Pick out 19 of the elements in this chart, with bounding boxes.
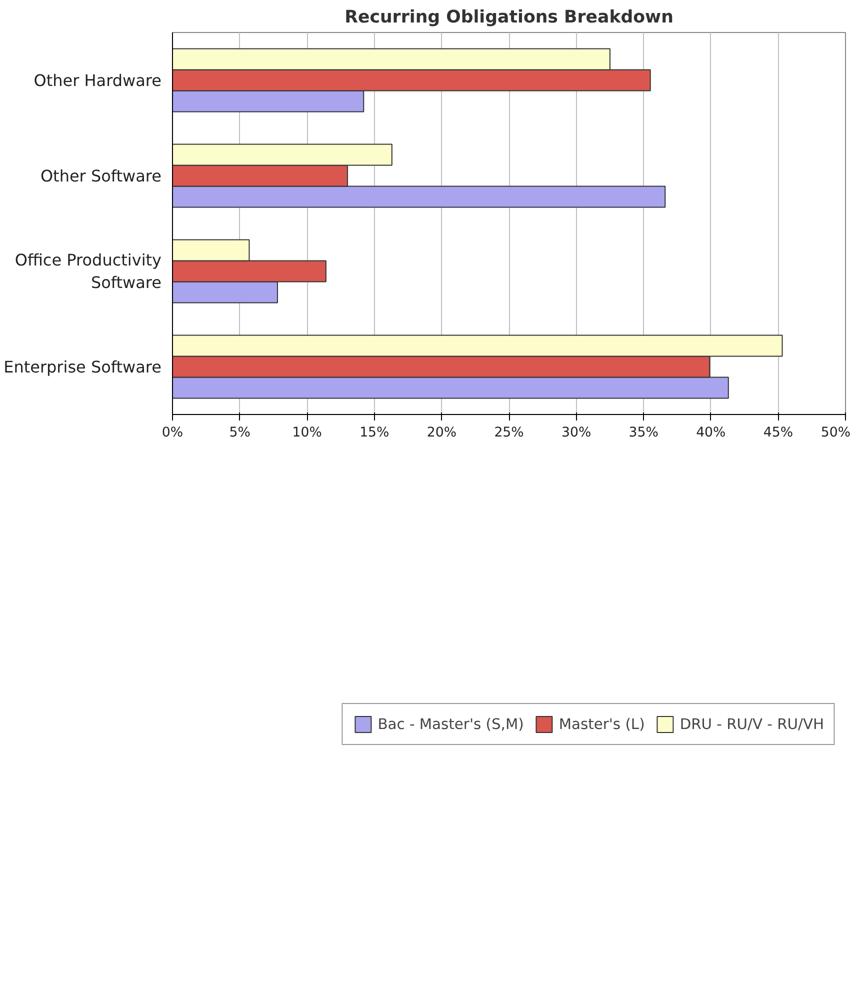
legend-label: Master's (L) (558, 716, 645, 732)
legend-label: Bac - Master's (S,M) (378, 716, 524, 732)
legend-label: DRU - RU/V - RU/VH (680, 716, 824, 732)
y-tick-label: Office Productivity Software (14, 250, 162, 292)
x-tick-label: 0% (162, 426, 184, 440)
y-tick-label: Other Software (40, 166, 162, 186)
x-tick-label: 5% (229, 426, 250, 440)
x-tick-label: 15% (360, 426, 390, 440)
x-tick-label: 25% (494, 426, 524, 440)
x-tick-label: 35% (628, 426, 658, 440)
y-tick-label: Enterprise Software (4, 357, 162, 376)
chart-title: Recurring Obligations Breakdown (344, 8, 674, 28)
x-tick-label: 50% (820, 426, 850, 440)
x-tick-label: 30% (561, 426, 592, 440)
x-tick-label: 10% (292, 426, 322, 440)
x-tick-label: 40% (696, 426, 726, 440)
x-tick-label: 20% (426, 426, 457, 440)
y-tick-label: Other Hardware (34, 70, 162, 90)
x-tick-label: 45% (763, 426, 794, 440)
